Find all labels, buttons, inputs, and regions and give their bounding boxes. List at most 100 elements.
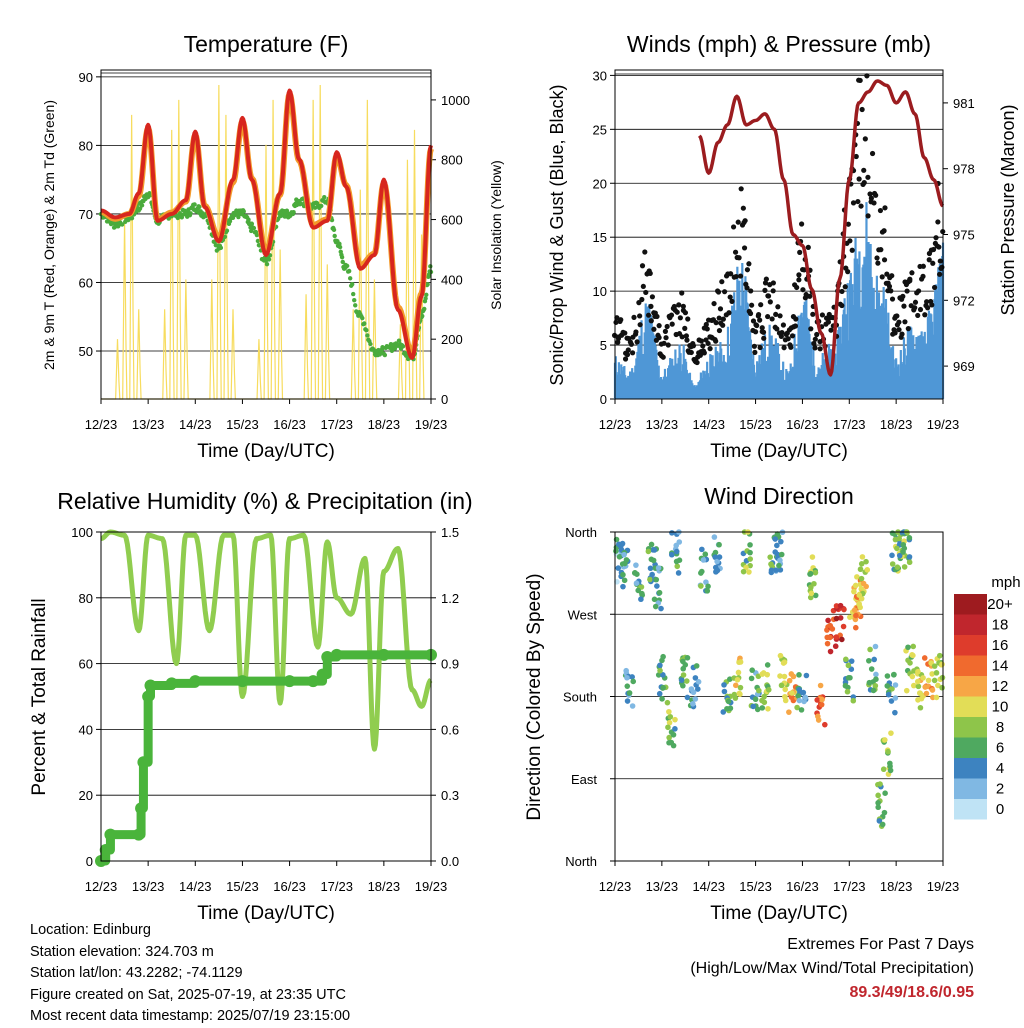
direction-point bbox=[648, 541, 655, 548]
wind-gust-point bbox=[781, 345, 787, 351]
direction-point bbox=[800, 689, 807, 696]
direction-point bbox=[817, 682, 824, 689]
direction-point bbox=[690, 701, 696, 707]
precipitation-point bbox=[189, 675, 202, 688]
direction-point bbox=[903, 687, 910, 694]
direction-point bbox=[906, 559, 913, 566]
wind-gust-point bbox=[760, 329, 767, 335]
direction-point bbox=[840, 623, 847, 630]
direction-point bbox=[703, 579, 709, 585]
direction-title: Wind Direction bbox=[704, 483, 854, 509]
wind-gust-point bbox=[850, 200, 857, 206]
wind-gust-point bbox=[629, 350, 636, 356]
direction-point bbox=[616, 554, 623, 560]
wind-gust-point bbox=[728, 271, 734, 277]
wind-gust-point bbox=[805, 244, 811, 250]
direction-point bbox=[842, 682, 849, 689]
direction-point bbox=[863, 583, 869, 590]
direction-point bbox=[933, 670, 940, 676]
direction-point bbox=[712, 554, 718, 560]
direction-point bbox=[714, 558, 720, 565]
extremes-subtitle: (High/Low/Max Wind/Total Precipitation) bbox=[690, 960, 974, 977]
direction-point bbox=[720, 709, 727, 715]
direction-point bbox=[711, 534, 718, 540]
direction-point bbox=[756, 687, 762, 694]
wind-gust-point bbox=[875, 260, 881, 266]
wind-gust-point bbox=[937, 258, 943, 264]
legend-label: 0 bbox=[996, 801, 1004, 818]
wind-gust-point bbox=[744, 267, 751, 273]
wind-gust-point bbox=[703, 321, 709, 328]
dewpoint-point bbox=[298, 201, 304, 206]
wind-gust-point bbox=[720, 316, 726, 322]
direction-point bbox=[750, 703, 756, 710]
wind-gust-point bbox=[930, 260, 936, 266]
wind-gust-point bbox=[669, 321, 675, 327]
direction-point bbox=[833, 615, 840, 622]
direction-point bbox=[759, 697, 765, 704]
direction-point bbox=[716, 554, 723, 560]
humidity-ytick-label: 80 bbox=[79, 591, 93, 606]
direction-point bbox=[782, 693, 788, 700]
wind-gust-point bbox=[808, 326, 814, 332]
wind-gust-point bbox=[716, 327, 723, 334]
direction-point bbox=[868, 666, 875, 672]
temperature-ytick-right-label: 200 bbox=[441, 332, 463, 347]
precipitation-point bbox=[104, 828, 117, 841]
dewpoint-point bbox=[246, 217, 251, 222]
winds-ytick-right-label: 981 bbox=[953, 96, 975, 111]
temperature-ytick-right-label: 400 bbox=[441, 272, 463, 287]
humidity-ytick-label: 40 bbox=[79, 722, 93, 737]
direction-point bbox=[660, 684, 666, 691]
humidity-xtick-label: 16/23 bbox=[273, 879, 306, 894]
temperature-ylabel-right: Solar Insolation (Yellow) bbox=[488, 160, 504, 310]
wind-gust-point bbox=[749, 302, 755, 308]
wind-gust-point bbox=[799, 221, 805, 227]
winds-ylabel: Sonic/Prop Wind & Gust (Blue, Black) bbox=[547, 84, 567, 385]
direction-point bbox=[740, 568, 747, 575]
wind-gust-point bbox=[865, 213, 871, 219]
wind-gust-point bbox=[748, 288, 754, 294]
wind-gust-point bbox=[845, 269, 851, 275]
wind-gust-point bbox=[705, 340, 711, 347]
wind-gust-point bbox=[654, 313, 660, 320]
winds-ytick-label: 0 bbox=[600, 392, 607, 407]
direction-point bbox=[851, 607, 858, 613]
winds-ytick-label: 10 bbox=[593, 284, 607, 299]
direction-point bbox=[702, 551, 709, 558]
wind-gust-point bbox=[793, 316, 799, 322]
dewpoint-point bbox=[139, 203, 145, 208]
direction-point bbox=[623, 667, 629, 674]
wind-gust-point bbox=[737, 273, 744, 279]
winds-xtick-label: 16/23 bbox=[786, 417, 819, 432]
direction-point bbox=[777, 567, 784, 573]
direction-point bbox=[887, 760, 893, 767]
winds-xtick-label: 12/23 bbox=[599, 417, 632, 432]
legend-label: 8 bbox=[996, 719, 1004, 736]
wind-gust-point bbox=[779, 329, 785, 336]
wind-gust-point bbox=[736, 255, 742, 261]
direction-point bbox=[774, 542, 780, 549]
direction-point bbox=[915, 697, 921, 703]
direction-point bbox=[635, 587, 641, 594]
direction-point bbox=[796, 672, 802, 678]
direction-point bbox=[796, 686, 803, 693]
direction-point bbox=[670, 742, 677, 749]
direction-xtick-label: 16/23 bbox=[786, 879, 819, 894]
direction-point bbox=[654, 583, 660, 589]
direction-point bbox=[674, 563, 681, 570]
dewpoint-point bbox=[422, 306, 427, 312]
wind-gust-point bbox=[896, 327, 902, 333]
direction-point bbox=[778, 551, 785, 558]
wind-gust-point bbox=[642, 249, 648, 255]
legend-swatch bbox=[954, 737, 987, 758]
direction-point bbox=[724, 705, 730, 712]
wind-gust-point bbox=[726, 310, 732, 316]
wind-gust-point bbox=[637, 322, 643, 328]
dewpoint-point bbox=[241, 209, 246, 214]
direction-point bbox=[939, 661, 945, 668]
direction-point bbox=[664, 699, 671, 706]
dewpoint-point bbox=[340, 259, 345, 265]
dewpoint-point bbox=[266, 257, 272, 262]
legend-label: 2 bbox=[996, 781, 1004, 798]
